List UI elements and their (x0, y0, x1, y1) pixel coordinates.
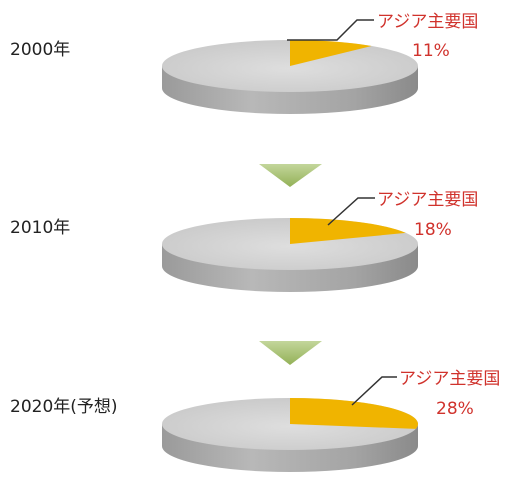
down-arrow-1 (259, 164, 322, 187)
year-label-2010: 2010年 (10, 218, 70, 238)
pie-slice-asia-2020 (290, 398, 418, 429)
pie-slice-asia-2010 (290, 218, 406, 244)
pct-label-2010: 18% (414, 220, 452, 240)
pie-slice-asia-2000 (290, 40, 372, 66)
slice-label-2020: アジア主要国 (399, 369, 500, 389)
slice-label-2010: アジア主要国 (377, 190, 478, 210)
slice-label-2000: アジア主要国 (377, 12, 478, 32)
year-label-2000: 2000年 (10, 40, 70, 60)
year-label-2020: 2020年(予想) (10, 397, 118, 417)
leader-line-2020 (351, 376, 397, 406)
pie-chart-2000: 2000年 アジア主要国 11% (10, 12, 478, 114)
leader-line-2000 (287, 19, 374, 41)
pie-chart-2020: 2020年(予想) アジア主要国 28% (10, 369, 500, 472)
pct-label-2000: 11% (412, 41, 450, 61)
down-arrow-2 (259, 341, 322, 365)
pie-chart-2010: 2010年 アジア主要国 18% (10, 190, 478, 292)
leader-line-2010 (327, 197, 375, 226)
pct-label-2020: 28% (436, 399, 474, 419)
